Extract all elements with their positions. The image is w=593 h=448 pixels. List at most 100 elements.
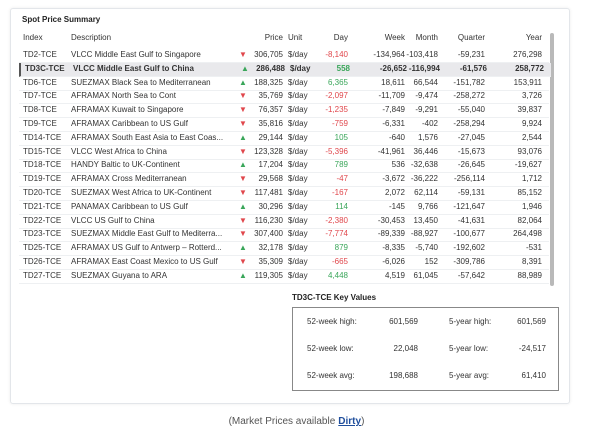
key-value: 601,569 (389, 317, 418, 326)
table-row[interactable]: TD20-TCE SUEZMAX West Africa to UK-Contin… (19, 187, 549, 201)
table-cell: -27,045 (457, 132, 485, 142)
column-header: Price (264, 33, 283, 42)
table-cell: AFRAMAX North Sea to Cont (71, 91, 176, 101)
table-cell: 39,837 (517, 105, 542, 115)
table-cell: TD23-TCE (23, 229, 62, 239)
arrow-down: ▼ (239, 119, 247, 128)
arrow-down: ▼ (239, 188, 247, 197)
table-cell: 264,498 (513, 229, 542, 239)
table-row[interactable]: TD25-TCE AFRAMAX US Gulf to Antwerp – Rot… (19, 242, 549, 257)
table-cell: -5,396 (325, 146, 348, 156)
key-value: 198,688 (389, 371, 418, 380)
table-cell: -402 (421, 119, 438, 128)
key-value: 22,048 (393, 344, 418, 353)
arrow-up: ▲ (239, 270, 247, 280)
arrow-down: ▼ (239, 91, 247, 101)
table-cell: 117,481 (254, 188, 283, 197)
table-cell: $/day (288, 270, 308, 280)
table-cell: -55,040 (457, 105, 485, 115)
table-cell: VLCC West Africa to China (71, 146, 167, 156)
table-cell: 62,114 (414, 188, 438, 197)
table-cell: 2,544 (521, 132, 542, 142)
table-cell: 1,946 (521, 201, 542, 211)
table-cell: -26,645 (457, 160, 485, 170)
table-row[interactable]: TD6-TCE SUEZMAX Black Sea to Mediterranea… (19, 77, 549, 91)
footer-close: ) (361, 416, 365, 427)
table-row[interactable]: TD3C-TCE VLCC Middle East Gulf to China 28… (19, 62, 551, 77)
arrow-up: ▲ (239, 201, 247, 211)
table-cell: AFRAMAX South East Asia to East Coas... (71, 132, 224, 142)
table-cell: VLCC Middle East Gulf to China (73, 63, 194, 73)
footer-link[interactable]: Dirty (338, 416, 362, 427)
table-cell: $/day (290, 63, 311, 73)
table-cell: -30,453 (377, 215, 405, 225)
table-cell: -59,131 (457, 188, 485, 197)
table-cell: -121,647 (453, 201, 485, 211)
table-row[interactable]: TD21-TCE PANAMAX Caribbean to US Gulf 30,2… (19, 201, 549, 215)
table-cell: $/day (288, 91, 308, 101)
table-cell: $/day (288, 105, 308, 115)
table-cell: $/day (288, 77, 308, 87)
table-cell: $/day (288, 174, 308, 184)
table-row[interactable]: TD18-TCE HANDY Baltic to UK-Continent 17,2… (19, 159, 549, 174)
table-row[interactable]: TD14-TCE AFRAMAX South East Asia to East … (19, 132, 549, 146)
table-cell: $/day (288, 201, 308, 211)
table-cell: SUEZMAX West Africa to UK-Continent (71, 188, 212, 197)
table-row[interactable]: TD22-TCE VLCC US Gulf to China 116,230 $/da… (19, 215, 549, 229)
table-cell: -8,140 (325, 50, 348, 59)
table-cell: -47 (336, 174, 348, 184)
arrow-up: ▲ (239, 132, 247, 142)
table-cell: -145 (388, 201, 405, 211)
table-cell: $/day (288, 257, 308, 266)
key-label: 52-week avg: (307, 371, 355, 380)
key-value: -24,517 (518, 344, 546, 353)
table-row[interactable]: TD27-TCE SUEZMAX Guyana to ARA 119,305 $/da… (19, 270, 549, 284)
table-cell: -192,602 (453, 243, 485, 253)
table-cell: 66,544 (413, 77, 438, 87)
table-cell: 307,400 (254, 229, 283, 239)
table-row[interactable]: TD8-TCE AFRAMAX Kuwait to Singapore 76,357… (19, 104, 549, 119)
table-cell: -19,627 (514, 160, 542, 170)
table-cell: TD6-TCE (23, 77, 57, 87)
footer: (Market Prices available Dirty) (0, 416, 593, 427)
key-label: 52-week low: (307, 344, 354, 353)
table-cell: 18,611 (381, 77, 405, 87)
table-cell: SUEZMAX Guyana to ARA (71, 270, 168, 280)
table-cell: 4,448 (327, 270, 348, 280)
table-row[interactable]: TD2-TCE VLCC Middle East Gulf to Singapor… (19, 49, 549, 63)
column-header: Year (525, 33, 542, 42)
arrow-up: ▲ (239, 160, 247, 170)
table-cell: $/day (288, 215, 308, 225)
key-value: 61,410 (521, 371, 546, 380)
arrow-up: ▲ (239, 77, 247, 87)
table-cell: SUEZMAX Black Sea to Mediterranean (71, 77, 211, 87)
table-cell: $/day (288, 50, 308, 59)
table-cell: TD25-TCE (23, 243, 62, 253)
table-cell: 9,924 (521, 119, 542, 128)
table-row[interactable]: TD19-TCE AFRAMAX Cross Mediterranean 29,56… (19, 173, 549, 188)
table-cell: 276,298 (513, 50, 542, 59)
scrollbar[interactable] (550, 33, 554, 286)
table-row[interactable]: TD7-TCE AFRAMAX North Sea to Cont 35,769 $/… (19, 90, 549, 105)
column-header: Day (333, 33, 348, 42)
table-cell: 35,769 (258, 91, 283, 101)
table-cell: -256,114 (454, 174, 485, 184)
table-row[interactable]: TD23-TCE SUEZMAX Middle East Gulf to Medi… (19, 228, 549, 243)
key-value: 601,569 (517, 317, 546, 326)
table-cell: 536 (391, 160, 405, 170)
table-row[interactable]: TD9-TCE AFRAMAX Caribbean to US Gulf 35,81… (19, 118, 549, 132)
table-cell: TD15-TCE (23, 146, 62, 156)
table-cell: TD27-TCE (23, 270, 62, 280)
column-header: Week (384, 33, 405, 42)
column-header: Quarter (457, 33, 485, 42)
table-cell: TD3C-TCE (25, 63, 65, 73)
table-cell: -9,474 (415, 91, 438, 101)
arrow-down: ▼ (239, 50, 247, 59)
table-row[interactable]: TD15-TCE VLCC West Africa to China 123,328… (19, 146, 549, 160)
table-cell: TD7-TCE (23, 91, 57, 101)
table-cell: 879 (334, 243, 348, 253)
table-cell: 29,144 (258, 132, 283, 142)
arrow-up: ▲ (239, 243, 247, 253)
table-row[interactable]: TD26-TCE AFRAMAX East Coast Mexico to US … (19, 256, 549, 270)
table-cell: 1,576 (417, 132, 438, 142)
